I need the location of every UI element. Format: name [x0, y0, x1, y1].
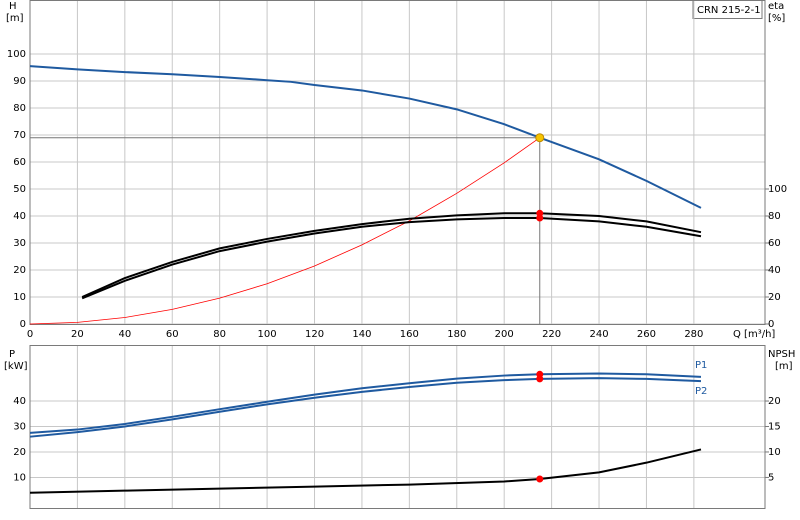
- y-tick-label: 0: [20, 319, 26, 330]
- y-tick-label: 50: [13, 184, 26, 195]
- x-tick-label: 260: [637, 329, 656, 340]
- y2-unit: [m]: [775, 361, 793, 372]
- y2-tick-label: 10: [768, 447, 781, 458]
- x-tick-label: 80: [213, 329, 226, 340]
- series-line: [81, 212, 702, 298]
- x-tick-label: 200: [495, 329, 514, 340]
- series-line: [81, 217, 702, 300]
- x-tick-label: 0: [27, 329, 33, 340]
- y-unit: [kW]: [4, 361, 28, 372]
- x-tick-label: 180: [447, 329, 466, 340]
- y-tick-label: 20: [13, 447, 26, 458]
- legend-label: CRN 215-2-1: [697, 5, 761, 16]
- x-tick-label: 240: [589, 329, 608, 340]
- series-line: [29, 65, 702, 209]
- y2-unit: [%]: [768, 13, 785, 24]
- y-tick-label: 20: [13, 265, 26, 276]
- y-label: H: [9, 1, 17, 12]
- x-tick-label: 140: [352, 329, 371, 340]
- y2-label: NPSH: [768, 349, 795, 360]
- y2-tick-label: 15: [768, 422, 781, 433]
- series-line: [29, 377, 702, 438]
- y2-tick-label: 100: [768, 184, 787, 195]
- y-tick-label: 40: [13, 396, 26, 407]
- x-tick-label: 280: [684, 329, 703, 340]
- y-tick-label: 10: [13, 292, 26, 303]
- x-tick-label: 160: [400, 329, 419, 340]
- y2-tick-label: 80: [768, 211, 781, 222]
- y2-tick-label: 5: [768, 472, 774, 483]
- y2-tick-label: 20: [768, 396, 781, 407]
- y2-tick-label: 0: [768, 319, 774, 330]
- x-tick-label: 100: [258, 329, 277, 340]
- y2-tick-label: 40: [768, 265, 781, 276]
- y2-label: eta: [768, 1, 784, 12]
- duty-marker: [536, 375, 544, 383]
- series-line: [29, 448, 702, 494]
- series-line: [29, 372, 702, 434]
- x-tick-label: 60: [166, 329, 179, 340]
- y-tick-label: 80: [13, 103, 26, 114]
- x-tick-label: 220: [542, 329, 561, 340]
- duty-marker: [536, 214, 544, 222]
- plot-frame: [29, 345, 766, 509]
- x-tick-label: 40: [118, 329, 131, 340]
- y2-tick-label: 60: [768, 238, 781, 249]
- y2-tick-label: 20: [768, 292, 781, 303]
- x-label: Q [m³/h]: [733, 329, 775, 340]
- y-tick-label: 30: [13, 422, 26, 433]
- y-tick-label: 90: [13, 76, 26, 87]
- x-tick-label: 120: [305, 329, 324, 340]
- series-label: P2: [695, 386, 707, 397]
- y-tick-label: 60: [13, 157, 26, 168]
- series-line: [29, 137, 540, 325]
- x-tick-label: 20: [71, 329, 84, 340]
- plot-frame: [29, 0, 766, 325]
- operating-point: [535, 133, 545, 143]
- series-label: P1: [695, 360, 707, 371]
- duty-marker: [536, 475, 544, 483]
- y-tick-label: 10: [13, 472, 26, 483]
- y-unit: [m]: [6, 13, 24, 24]
- y-tick-label: 100: [7, 49, 26, 60]
- y-tick-label: 70: [13, 130, 26, 141]
- y-tick-label: 30: [13, 238, 26, 249]
- y-tick-label: 40: [13, 211, 26, 222]
- y-label: P: [9, 349, 15, 360]
